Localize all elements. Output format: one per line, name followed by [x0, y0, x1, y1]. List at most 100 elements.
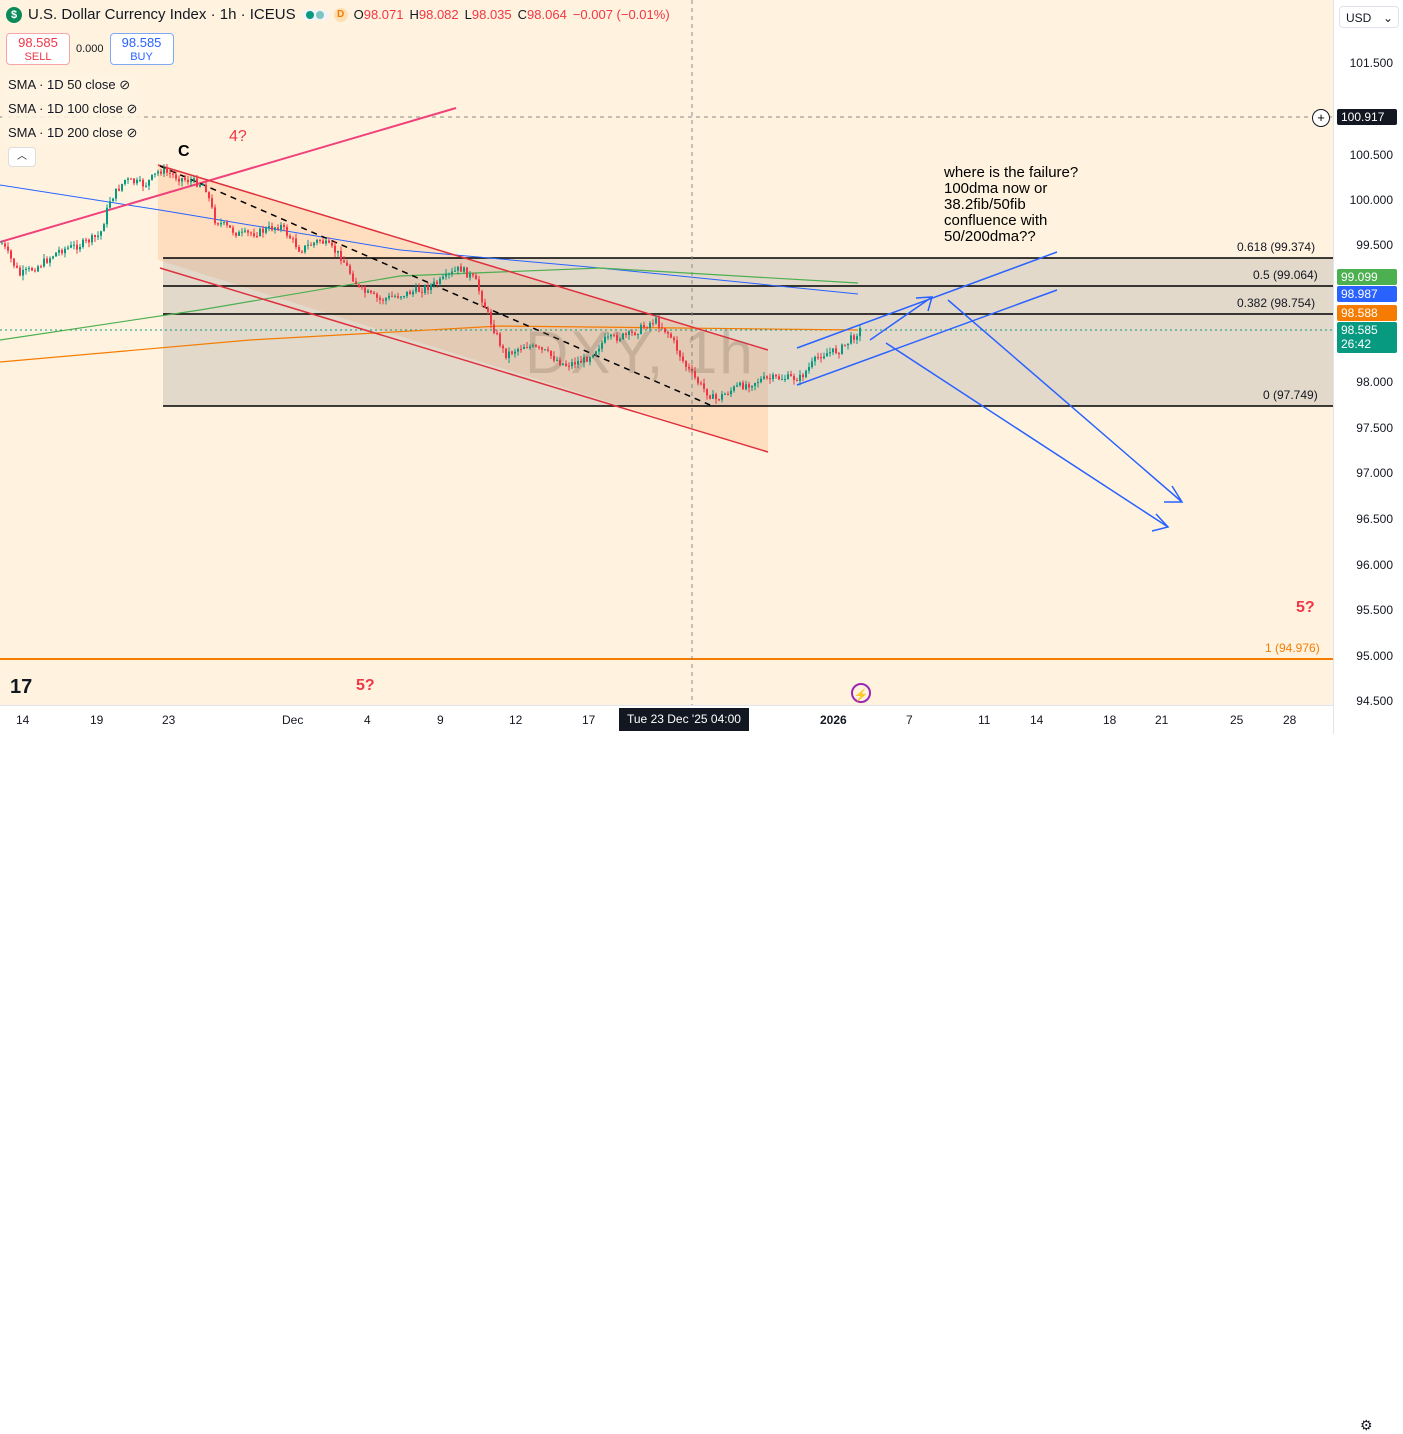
- candle-body: [277, 227, 279, 230]
- chevron-up-icon: ︿: [17, 151, 27, 162]
- candle-body: [664, 328, 666, 333]
- candle-body: [319, 239, 321, 241]
- candle-body: [214, 207, 216, 224]
- candle-body: [328, 240, 330, 243]
- candle-body: [85, 239, 87, 241]
- wave-4-label[interactable]: 4?: [229, 128, 247, 145]
- candle-body: [736, 385, 738, 387]
- wave-c-label[interactable]: C: [178, 143, 190, 160]
- candle-body: [583, 357, 585, 363]
- wave-5-label-right[interactable]: 5?: [1296, 599, 1315, 616]
- symbol-watermark: DXY, 1h: [525, 319, 755, 386]
- analysis-note[interactable]: where is the failure? 100dma now or 38.2…: [944, 164, 1079, 245]
- candle-body: [151, 174, 153, 180]
- candle-body: [169, 172, 171, 174]
- candle-body: [544, 349, 546, 351]
- candle-body: [115, 188, 117, 199]
- indicator-sma200[interactable]: SMA · 1D 200 close ⊘: [2, 122, 144, 144]
- candle-body: [217, 223, 219, 225]
- candle-body: [784, 379, 786, 381]
- x-tick: 14: [16, 713, 30, 727]
- indicator-sma50[interactable]: SMA · 1D 50 close ⊘: [2, 74, 137, 96]
- candle-body: [733, 386, 735, 391]
- eye-off-icon[interactable]: ⊘: [126, 101, 138, 116]
- candle-body: [718, 399, 720, 401]
- candle-body: [751, 385, 753, 388]
- candle-body: [205, 184, 207, 193]
- fib-label-1: 1 (94.976): [1265, 641, 1320, 655]
- candle-body: [172, 173, 174, 175]
- candle-body: [673, 337, 675, 341]
- candle-body: [574, 362, 576, 365]
- candle-body: [250, 232, 252, 234]
- candle-body: [634, 332, 636, 335]
- delayed-badge[interactable]: D: [333, 7, 348, 22]
- candle-body: [463, 267, 465, 272]
- candle-body: [199, 185, 201, 187]
- candle-body: [196, 178, 198, 187]
- candle-body: [235, 232, 237, 236]
- collapse-legend-button[interactable]: ︿: [8, 147, 36, 167]
- y-tick: 94.500: [1356, 694, 1393, 708]
- gear-icon[interactable]: ⚙: [1360, 1417, 1373, 1433]
- candle-body: [745, 384, 747, 390]
- candle-body: [343, 260, 345, 263]
- candle-body: [208, 192, 210, 199]
- candle-body: [79, 246, 81, 250]
- chart-pane[interactable]: DXY, 1h $ U.S. Dollar Currency Index · 1…: [0, 0, 1333, 705]
- candle-body: [454, 270, 456, 272]
- candle-body: [631, 331, 633, 333]
- sell-button[interactable]: 98.585 SELL: [6, 33, 70, 65]
- candle-body: [286, 226, 288, 236]
- candle-body: [409, 291, 411, 295]
- y-tick: 100.500: [1349, 148, 1393, 162]
- x-tick: 23: [162, 713, 176, 727]
- time-axis[interactable]: 14 19 23 Dec 4 9 12 17 Tue 23 Dec '25 04…: [0, 705, 1373, 1433]
- wave-5-label-bottom[interactable]: 5?: [356, 677, 375, 694]
- candle-body: [442, 276, 444, 279]
- candle-body: [778, 376, 780, 380]
- currency-select[interactable]: USD ⌄: [1339, 6, 1399, 28]
- y-tick: 100.000: [1349, 193, 1393, 207]
- indicator-sma100[interactable]: SMA · 1D 100 close ⊘: [2, 98, 144, 120]
- buy-button[interactable]: 98.585 BUY: [109, 33, 174, 65]
- candle-body: [268, 226, 270, 229]
- candle-body: [811, 361, 813, 368]
- candle-body: [496, 333, 498, 335]
- symbol-title[interactable]: U.S. Dollar Currency Index · 1h · ICEUS: [28, 6, 296, 23]
- candle-body: [262, 228, 264, 233]
- candle-body: [535, 344, 537, 347]
- candle-body: [556, 359, 558, 361]
- candle-body: [358, 284, 360, 287]
- eye-off-icon[interactable]: ⊘: [126, 125, 138, 140]
- candle-body: [19, 267, 21, 276]
- candle-body: [643, 324, 645, 328]
- y-tick: 96.000: [1356, 558, 1393, 572]
- candle-body: [220, 222, 222, 225]
- chart-drawing[interactable]: [0, 0, 1333, 705]
- candle-body: [352, 273, 354, 282]
- candle-body: [97, 235, 99, 238]
- lightning-icon[interactable]: ⚡: [851, 683, 871, 703]
- add-alert-icon[interactable]: +: [1312, 109, 1330, 127]
- candle-body: [232, 227, 234, 233]
- candle-body: [757, 382, 759, 384]
- candle-body: [25, 268, 27, 270]
- candle-body: [676, 340, 678, 351]
- arrow-up: [869, 296, 933, 341]
- x-tick: 21: [1155, 713, 1169, 727]
- candle-body: [376, 293, 378, 298]
- candle-body: [691, 368, 693, 372]
- eye-off-icon[interactable]: ⊘: [119, 77, 131, 92]
- candle-body: [823, 356, 825, 359]
- candle-body: [541, 347, 543, 350]
- ohlc-values: O98.071 H98.082 L98.035 C98.064 −0.007 (…: [353, 7, 670, 22]
- candle-body: [835, 348, 837, 354]
- status-dots[interactable]: [301, 9, 328, 20]
- candle-body: [211, 198, 213, 208]
- candle-body: [457, 266, 459, 271]
- tradingview-logo[interactable]: 17: [10, 676, 33, 698]
- candle-body: [502, 345, 504, 349]
- price-axis[interactable]: USD ⌄ 101.500 100.500 100.000 99.500 98.0…: [1333, 0, 1403, 734]
- trade-panel: 98.585 SELL 0.000 98.585 BUY: [6, 33, 174, 65]
